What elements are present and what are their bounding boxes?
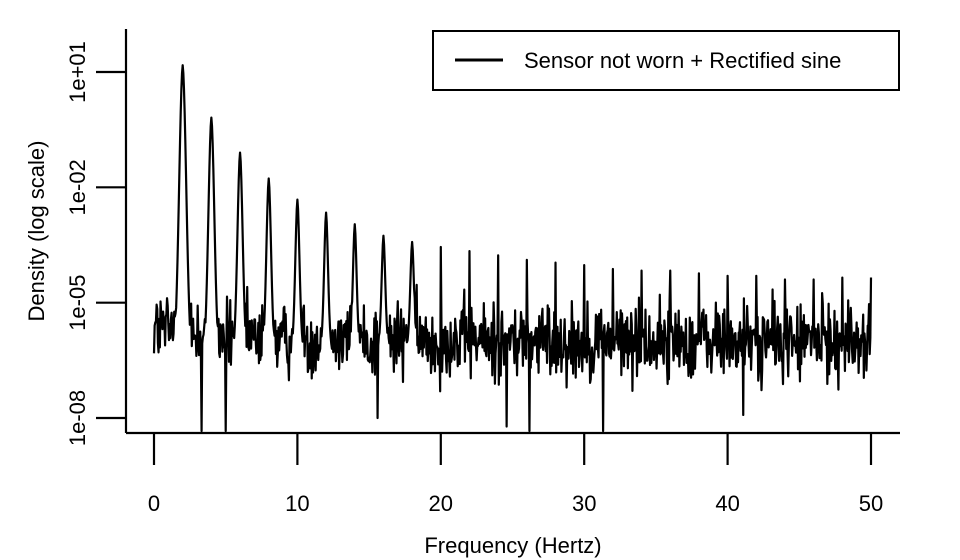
x-axis-title: Frequency (Hertz) bbox=[424, 533, 601, 558]
y-tick-label: 1e-02 bbox=[65, 159, 90, 215]
x-tick-label: 50 bbox=[859, 491, 883, 516]
y-tick-label: 1e-08 bbox=[65, 390, 90, 446]
y-tick-label: 1e+01 bbox=[65, 41, 90, 103]
plot-area bbox=[152, 64, 873, 433]
x-tick-label: 20 bbox=[429, 491, 453, 516]
x-tick-label: 0 bbox=[148, 491, 160, 516]
y-axis-title: Density (log scale) bbox=[24, 141, 49, 322]
x-axis-ticks: 0 10 20 30 40 50 bbox=[148, 433, 883, 516]
series-line-sensor-not-worn bbox=[152, 64, 873, 433]
legend: Sensor not worn + Rectified sine bbox=[432, 30, 900, 91]
y-axis-ticks: 1e-08 1e-05 1e-02 1e+01 bbox=[65, 41, 126, 446]
y-tick-label: 1e-05 bbox=[65, 275, 90, 331]
x-tick-label: 10 bbox=[285, 491, 309, 516]
x-tick-label: 30 bbox=[572, 491, 596, 516]
x-tick-label: 40 bbox=[715, 491, 739, 516]
legend-label: Sensor not worn + Rectified sine bbox=[524, 48, 841, 73]
legend-box bbox=[432, 30, 900, 91]
